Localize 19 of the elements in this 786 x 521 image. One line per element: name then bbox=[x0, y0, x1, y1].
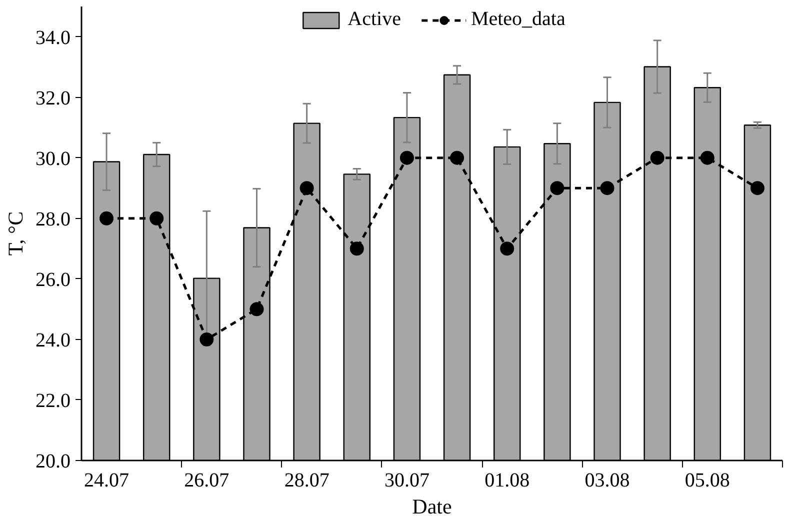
y-tick-label: 28.0 bbox=[36, 208, 70, 230]
y-tick-label: 30.0 bbox=[36, 148, 70, 170]
y-tick-label: 34.0 bbox=[36, 26, 70, 49]
y-tick-label: 24.0 bbox=[36, 329, 70, 352]
x-tick-label: 05.08 bbox=[684, 470, 730, 492]
x-tick-label: 26.07 bbox=[184, 470, 230, 492]
y-tick-label: 22.0 bbox=[36, 390, 70, 412]
x-axis-title: Date bbox=[412, 494, 452, 518]
y-tick-label: 26.0 bbox=[36, 268, 70, 291]
x-tick-label: 28.07 bbox=[284, 470, 330, 492]
x-tick-label: 01.08 bbox=[484, 470, 530, 492]
y-tick-label: 32.0 bbox=[36, 87, 70, 110]
y-axis-title: T, °C bbox=[4, 211, 28, 256]
x-tick-label: 03.08 bbox=[584, 470, 630, 492]
y-tick-label: 20.0 bbox=[36, 450, 70, 472]
x-tick-label: 30.07 bbox=[384, 470, 430, 492]
x-tick-label: 24.07 bbox=[84, 470, 130, 492]
legend-label: Active bbox=[348, 8, 401, 31]
legend-label: Meteo_data bbox=[470, 8, 566, 31]
